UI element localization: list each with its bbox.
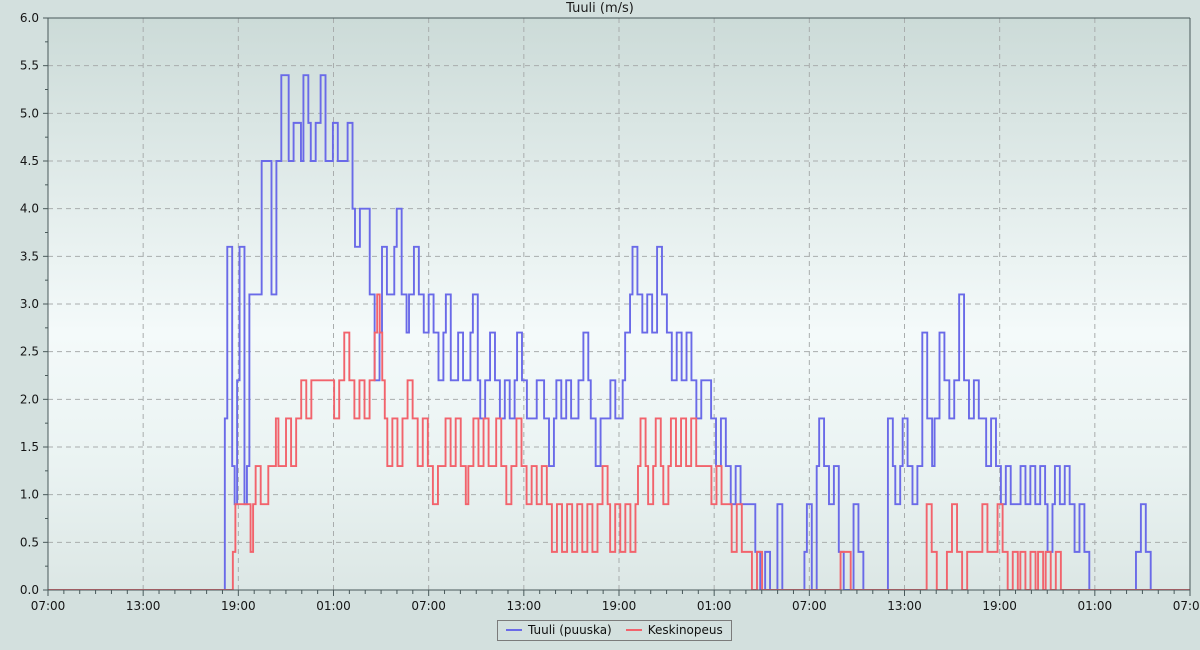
x-tick-label: 13:00 (126, 599, 161, 613)
y-tick-label: 5.0 (20, 106, 39, 120)
y-tick-label: 2.0 (20, 392, 39, 406)
x-tick-label: 13:00 (887, 599, 922, 613)
x-tick-label: 01:00 (316, 599, 351, 613)
legend-swatch-mean (625, 629, 642, 631)
y-tick-label: 4.0 (20, 202, 39, 216)
chart-legend: Tuuli (puuska) Keskinopeus (497, 620, 732, 641)
x-tick-label: 07:00 (31, 599, 66, 613)
y-tick-label: 0.0 (20, 583, 39, 597)
series-layer (48, 74, 1190, 590)
x-tick-label: 01:00 (697, 599, 732, 613)
y-tick-label: 2.5 (20, 345, 39, 359)
legend-item[interactable]: Tuuli (puuska) (506, 623, 612, 637)
y-tick-label: 0.5 (20, 535, 39, 549)
series-line (48, 293, 1190, 590)
x-tick-label: 07:00 (1173, 599, 1200, 613)
x-tick-label: 07:00 (411, 599, 446, 613)
x-tick-label: 13:00 (507, 599, 542, 613)
y-tick-label: 4.5 (20, 154, 39, 168)
x-tick-label: 01:00 (1078, 599, 1113, 613)
y-tick-label: 3.5 (20, 249, 39, 263)
legend-swatch-gust (506, 629, 522, 631)
chart-title: Tuuli (m/s) (566, 1, 634, 16)
legend-item[interactable]: Keskinopeus (625, 623, 723, 637)
x-tick-label: 19:00 (221, 599, 256, 613)
y-tick-label: 3.0 (20, 297, 39, 311)
x-axis-ticks: 07:00 13:00 19:00 01:00 07:00 13:00 19:00 01:00… (31, 590, 1200, 613)
x-tick-label: 19:00 (982, 599, 1017, 613)
legend-label: Keskinopeus (647, 623, 723, 637)
legend-label: Tuuli (puuska) (528, 623, 612, 637)
y-tick-label: 6.0 (20, 11, 39, 25)
y-tick-label: 1.5 (20, 440, 39, 454)
x-tick-label: 19:00 (602, 599, 637, 613)
y-tick-label: 5.5 (20, 59, 39, 73)
series-line (48, 74, 1190, 590)
y-tick-label: 1.0 (20, 488, 39, 502)
y-axis-ticks: 0.0 0.5 1.0 1.5 2.0 2.5 3.0 3.5 4.0 4.5 5.0 5.5 6.0 (20, 11, 48, 597)
x-tick-label: 07:00 (792, 599, 827, 613)
